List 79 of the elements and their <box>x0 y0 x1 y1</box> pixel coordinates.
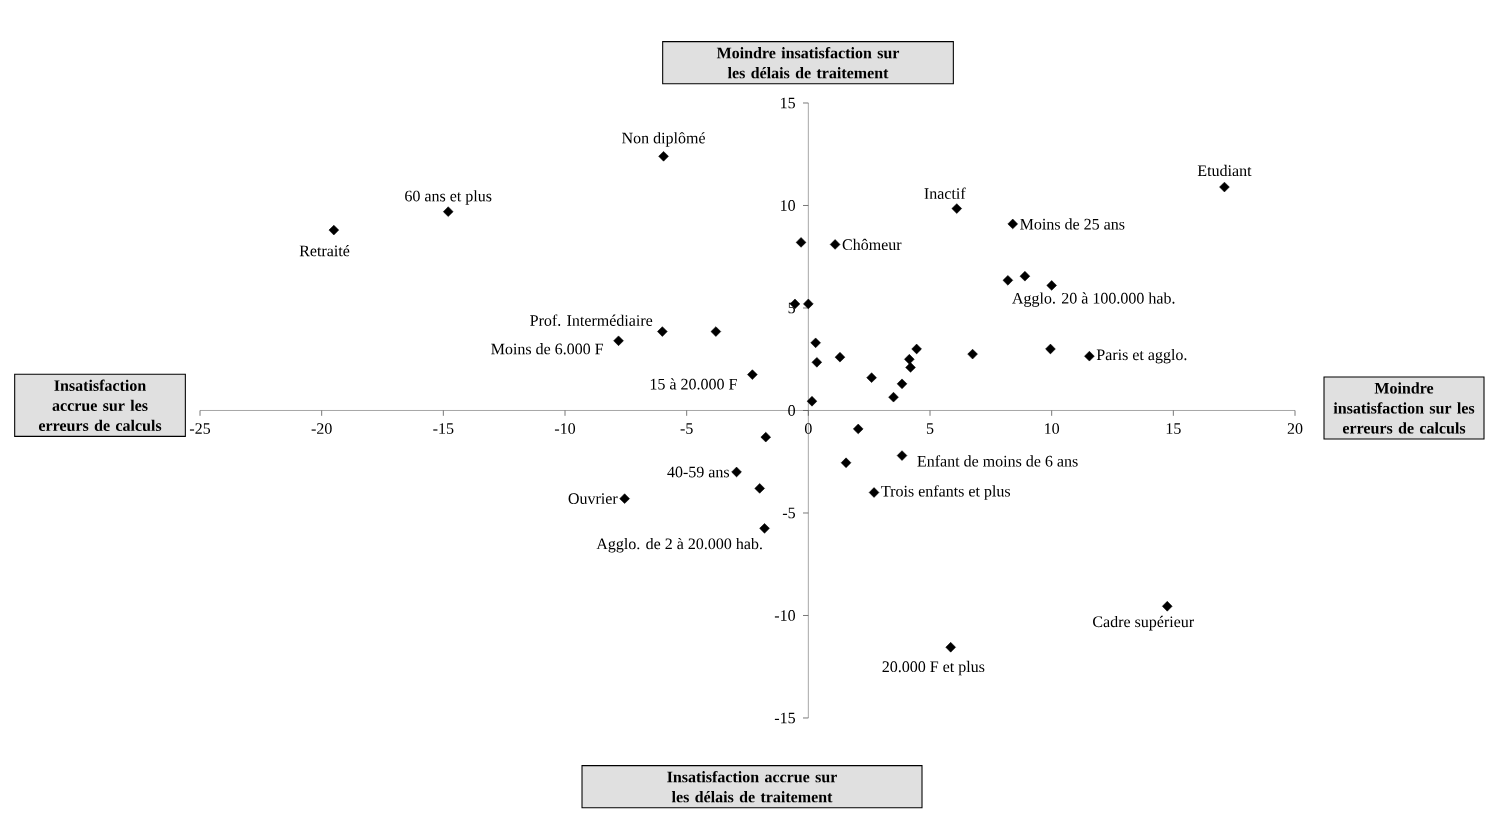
point <box>613 335 624 346</box>
point <box>866 372 877 383</box>
point <box>328 224 340 236</box>
annotation: Cadre supérieur <box>1093 615 1194 631</box>
point <box>443 206 454 217</box>
annotation: Chômeur <box>842 238 902 251</box>
annotation: Moins de 25 ans <box>1020 218 1125 230</box>
point <box>829 239 841 250</box>
point <box>1084 350 1095 362</box>
annotation: Etudiant <box>1197 164 1252 177</box>
point <box>619 493 630 504</box>
annotation: Trois enfants et plus <box>881 485 1011 500</box>
annotation: Enfant de moins de 6 ans <box>917 455 1078 467</box>
point <box>834 352 846 363</box>
x-tick-label: 0 <box>804 423 812 434</box>
x-tick-label: -15 <box>433 423 454 434</box>
point <box>840 457 852 468</box>
annotation: Agglo. de 2 à 20.000 hab. <box>596 537 762 553</box>
annotation: Paris et agglo. <box>1096 348 1187 364</box>
text: Moindre insatisfaction sur les erreurs de calculs <box>1333 382 1475 434</box>
y-tick-label: 0 <box>788 405 796 416</box>
point <box>945 642 956 653</box>
point <box>811 357 823 368</box>
point <box>896 378 908 390</box>
point <box>1007 218 1018 230</box>
y-tick-label: 15 <box>781 97 796 109</box>
point <box>810 337 821 349</box>
point <box>657 326 668 337</box>
point <box>967 348 978 360</box>
point <box>896 450 908 461</box>
point <box>853 423 864 435</box>
x-tick-label: -25 <box>189 423 211 434</box>
annotation: 15 à 20.000 F <box>650 378 737 390</box>
point <box>904 354 915 365</box>
point <box>911 343 922 355</box>
x-tick-label: -5 <box>680 423 693 434</box>
annotation: Inactif <box>924 187 966 199</box>
y-tick-label: -5 <box>782 507 796 519</box>
point <box>710 326 722 337</box>
point <box>905 362 916 373</box>
annotation: Non diplômé <box>622 132 705 147</box>
annotation: Agglo. 20 à 100.000 hab. <box>1012 292 1175 307</box>
x-tick-label: -20 <box>311 423 332 434</box>
x-tick-label: 5 <box>926 423 934 434</box>
point <box>1219 181 1230 193</box>
x-tick-label: -10 <box>554 423 576 434</box>
point <box>888 391 899 403</box>
point <box>806 396 818 407</box>
point <box>1045 343 1056 355</box>
point <box>658 151 669 162</box>
annotation: Prof. Intermédiaire <box>530 314 653 326</box>
point <box>1019 271 1031 282</box>
annotation: 20.000 F et plus <box>882 660 985 676</box>
annotation: Ouvrier <box>568 493 618 504</box>
point <box>1046 280 1057 291</box>
point <box>747 369 758 380</box>
point <box>1162 601 1173 612</box>
annotation: Retraité <box>299 245 350 257</box>
y-tick-label: 10 <box>781 200 796 211</box>
x-tick-label: 10 <box>1045 423 1060 434</box>
point <box>760 431 771 443</box>
point <box>731 466 742 478</box>
text: Insatisfaction accrue sur les délais de traitement <box>667 770 837 803</box>
point <box>951 203 962 214</box>
annotation: Moins de 6.000 F <box>491 343 604 355</box>
point <box>803 298 814 310</box>
point <box>1002 275 1014 286</box>
x-tick-label: 15 <box>1166 423 1181 434</box>
text: Insatisfaction accrue sur les erreurs de calculs <box>38 379 162 432</box>
text: Moindre insatisfaction sur les délais de traitement <box>716 46 900 79</box>
annotation: 40-59 ans <box>667 466 730 478</box>
point <box>754 483 765 494</box>
y-tick-label: -15 <box>774 712 796 724</box>
annotation: 60 ans et plus <box>405 190 492 205</box>
point <box>868 487 880 498</box>
point <box>795 237 807 248</box>
y-tick-label: -10 <box>774 610 796 621</box>
point <box>759 523 770 534</box>
x-tick-label: 20 <box>1287 423 1303 434</box>
